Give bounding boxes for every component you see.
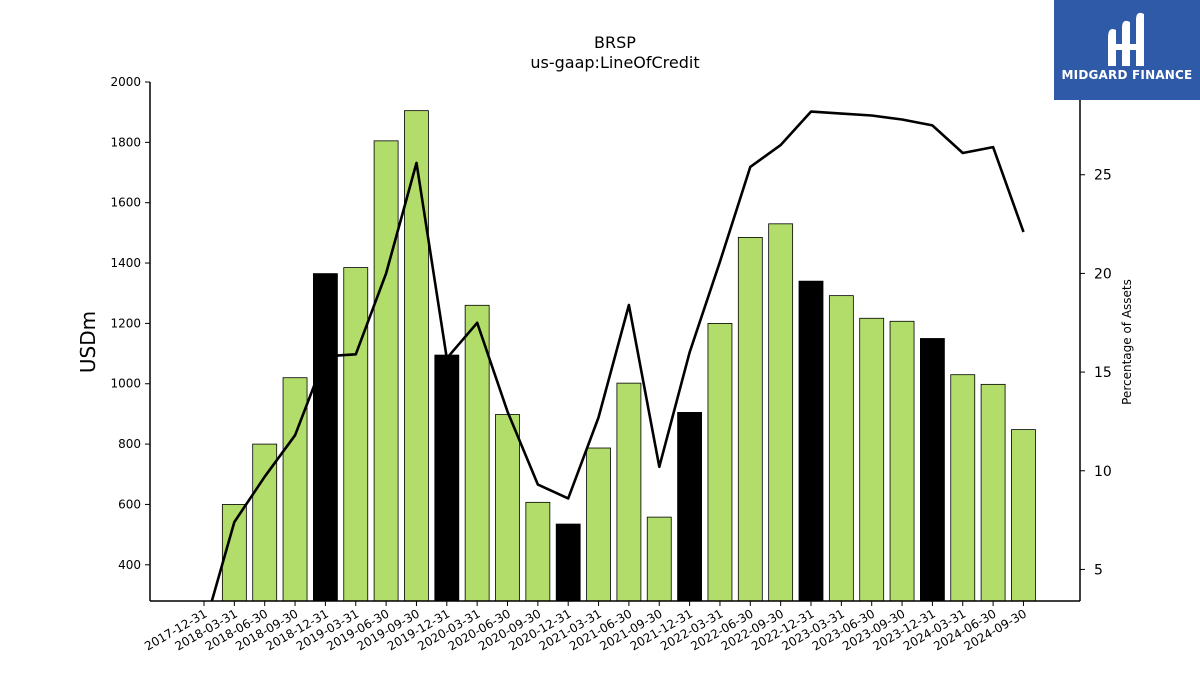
y-tick-label: 2000: [110, 75, 141, 89]
bar-2020-09-30: [525, 501, 551, 601]
bar-2022-06-30: [737, 236, 763, 601]
bar-2021-03-31: [586, 447, 611, 601]
y-tick-label: 1200: [110, 316, 141, 330]
bar-2020-06-30: [495, 414, 520, 601]
bar-2024-09-30: [1011, 429, 1036, 601]
bar-2023-09-30: [889, 320, 915, 601]
bar-2023-03-31: [828, 295, 854, 601]
y-tick-label: 1400: [110, 256, 141, 270]
y-tick-label: 600: [118, 497, 141, 511]
y2-tick-label: 25: [1094, 168, 1112, 184]
bar-2022-09-30: [768, 223, 794, 601]
bar-2023-06-30: [859, 317, 885, 601]
bar-2024-03-31: [950, 374, 976, 601]
bar-2023-12-31: [920, 338, 945, 601]
percentage-line: [210, 110, 1025, 601]
bar-2022-03-31: [707, 322, 733, 601]
bar-2021-09-30: [646, 516, 672, 601]
line-layer: [210, 110, 1025, 601]
y-tick-label: 800: [118, 437, 141, 451]
bar-2019-09-30: [404, 110, 429, 601]
y2-axis-label: Percentage of Assets: [1120, 279, 1134, 405]
y-tick-label: 1600: [110, 196, 141, 210]
y-axis-label: USDm: [76, 311, 100, 373]
bar-2021-12-31: [677, 412, 702, 601]
bar-2024-06-30: [980, 383, 1006, 601]
logo-text: MIDGARD FINANCE: [1061, 68, 1193, 82]
bar-2020-03-31: [464, 304, 490, 601]
bar-2022-12-31: [798, 280, 824, 601]
bars-layer: [221, 110, 1036, 601]
chart-title: BRSP: [594, 33, 636, 52]
y-tick-label: 1000: [110, 377, 141, 391]
bar-2018-06-30: [252, 443, 278, 601]
bar-2021-06-30: [616, 382, 642, 601]
chart-subtitle: us-gaap:LineOfCredit: [530, 53, 699, 72]
bar-2019-12-31: [434, 354, 460, 601]
logo-badge: MIDGARD FINANCE: [1054, 0, 1200, 100]
bar-2019-03-31: [343, 267, 369, 601]
y2-tick-label: 10: [1094, 464, 1112, 480]
bar-2018-12-31: [312, 273, 338, 601]
y2-tick-label: 15: [1094, 365, 1112, 381]
bar-2020-12-31: [555, 523, 581, 601]
midgard-logo-icon: [1108, 12, 1144, 66]
y-tick-label: 400: [118, 558, 141, 572]
bar-2019-06-30: [373, 140, 399, 601]
y-tick-label: 1800: [110, 135, 141, 149]
y2-tick-label: 5: [1094, 562, 1103, 578]
y2-tick-label: 20: [1094, 266, 1112, 282]
